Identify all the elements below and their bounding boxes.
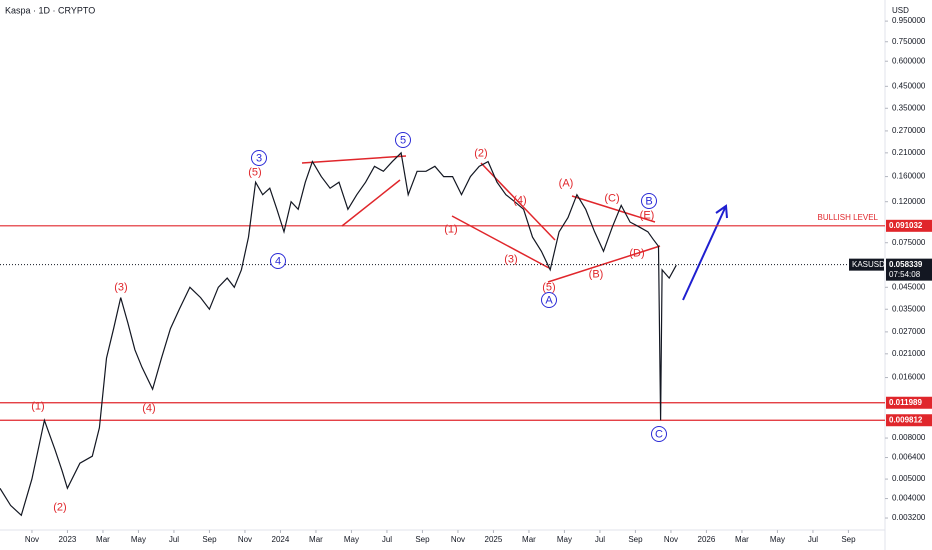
x-tick-label: Mar: [735, 535, 749, 544]
wave-label: (E): [640, 209, 655, 221]
price-badge: [886, 258, 932, 281]
x-tick-label: Sep: [628, 535, 643, 544]
y-tick-label: 0.027000: [892, 327, 926, 336]
wave-label: (C): [604, 192, 619, 204]
wave-label: (B): [589, 268, 604, 280]
wave-circle: [541, 292, 557, 308]
level-value: 0.011989: [889, 398, 922, 407]
x-tick-label: Sep: [841, 535, 856, 544]
y-tick-label: 0.006400: [892, 453, 926, 462]
wave-label: (3): [114, 281, 127, 293]
x-tick-label: May: [770, 535, 785, 544]
wave-label: (3): [504, 253, 517, 265]
y-tick-label: 0.750000: [892, 37, 926, 46]
x-tick-label: 2025: [485, 535, 503, 544]
wave-label: (5): [248, 166, 261, 178]
chart-title: Kaspa · 1D · CRYPTO: [5, 5, 95, 15]
wave-label: 4: [275, 255, 281, 267]
wave-circle: [270, 253, 286, 269]
wave-label: (4): [142, 402, 155, 414]
wave-label: A: [545, 294, 553, 306]
wave-label: (5): [542, 281, 555, 293]
trend-lines: [301, 155, 661, 283]
wave-label: 3: [256, 152, 262, 164]
level-label: BULLISH LEVEL: [818, 213, 879, 222]
countdown: 07:54:08: [889, 270, 921, 279]
x-tick-label: Jul: [595, 535, 605, 544]
wave-label: (4): [513, 194, 526, 206]
x-tick-label: 2024: [272, 535, 290, 544]
x-tick-label: Nov: [664, 535, 678, 544]
x-tick-label: Nov: [451, 535, 465, 544]
x-tick-label: Jul: [382, 535, 392, 544]
wave-label: C: [655, 428, 663, 440]
price-line-series: [0, 151, 677, 517]
level-badge: [886, 396, 932, 409]
x-tick-label: Jul: [808, 535, 818, 544]
y-tick-label: 0.005000: [892, 474, 926, 483]
y-tick-label: 0.003200: [892, 513, 926, 522]
y-tick-label: 0.350000: [892, 103, 926, 112]
y-tick-label: 0.210000: [892, 148, 926, 157]
wave-circle: [251, 150, 267, 166]
symbol-badge: [849, 258, 884, 271]
wave-label: (1): [31, 400, 44, 412]
wave-label: 5: [400, 134, 406, 146]
y-tick-label: 0.600000: [892, 56, 926, 65]
y-tick-label: 0.045000: [892, 282, 926, 291]
wave-circle: [651, 426, 667, 442]
symbol: KASUSD: [852, 260, 885, 269]
y-tick-label: 0.016000: [892, 373, 926, 382]
wave-circle: [641, 193, 657, 209]
wave-label: (2): [53, 501, 66, 513]
currency: USD: [892, 6, 909, 15]
wave-circle: [395, 132, 411, 148]
x-tick-label: May: [557, 535, 572, 544]
y-tick-label: 0.075000: [892, 238, 926, 247]
arrow: [682, 204, 728, 301]
wave-label: (D): [629, 247, 644, 259]
x-tick-label: 2023: [59, 535, 77, 544]
y-tick-label: 0.950000: [892, 16, 926, 25]
y-tick-label: 0.450000: [892, 81, 926, 90]
x-tick-label: May: [344, 535, 359, 544]
x-tick-label: Sep: [202, 535, 217, 544]
price-value: 0.058339: [889, 260, 923, 269]
x-tick-label: Mar: [522, 535, 536, 544]
y-tick-label: 0.270000: [892, 126, 926, 135]
level-value: 0.091032: [889, 221, 923, 230]
wave-label: (A): [559, 177, 574, 189]
x-tick-label: Nov: [25, 535, 39, 544]
y-tick-label: 0.120000: [892, 197, 926, 206]
level-value: 0.009812: [889, 415, 923, 424]
x-tick-label: Mar: [309, 535, 323, 544]
y-tick-label: 0.004000: [892, 494, 926, 503]
y-tick-label: 0.008000: [892, 433, 926, 442]
wave-label: (1): [444, 223, 457, 235]
wave-label: (2): [474, 147, 487, 159]
y-tick-label: 0.021000: [892, 349, 926, 358]
wave-label: B: [645, 195, 652, 207]
x-tick-label: Sep: [415, 535, 430, 544]
x-tick-label: 2026: [698, 535, 716, 544]
x-tick-label: Jul: [169, 535, 179, 544]
y-tick-label: 0.160000: [892, 172, 926, 181]
y-tick-label: 0.035000: [892, 304, 926, 313]
level-badge: [886, 219, 932, 232]
x-tick-label: May: [131, 535, 146, 544]
level-badge: [886, 414, 932, 427]
x-tick-label: Nov: [238, 535, 252, 544]
x-tick-label: Mar: [96, 535, 110, 544]
